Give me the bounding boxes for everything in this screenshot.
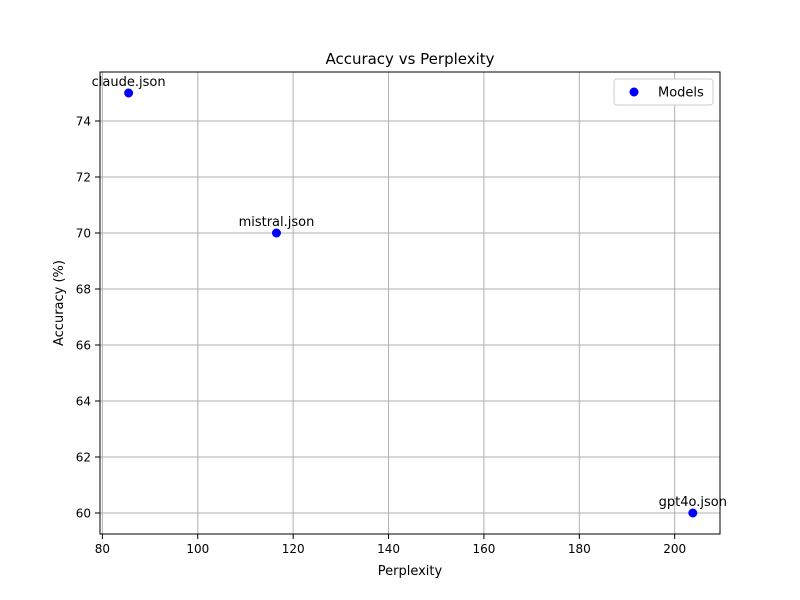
y-tick-label: 62 — [76, 451, 91, 465]
grid — [100, 72, 720, 534]
legend-entry-models: Models — [658, 86, 704, 101]
y-tick-label: 64 — [76, 395, 91, 409]
x-tick-label: 100 — [186, 542, 209, 556]
data-point-label: claude.json — [92, 75, 166, 90]
y-axis-label: Accuracy (%) — [52, 260, 67, 346]
legend-marker — [629, 87, 639, 97]
x-tick-label: 80 — [95, 542, 110, 556]
data-point — [688, 508, 698, 518]
x-axis-label: Perplexity — [378, 564, 443, 579]
data-point — [124, 88, 134, 98]
x-tick-label: 120 — [282, 542, 305, 556]
x-tick-label: 160 — [472, 542, 495, 556]
legend: Models — [613, 78, 714, 106]
y-tick-label: 74 — [76, 115, 91, 129]
chart-title: Accuracy vs Perplexity — [325, 50, 494, 68]
y-tick-label: 70 — [76, 227, 91, 241]
x-tick-label: 140 — [377, 542, 400, 556]
data-points: claude.json mistral.json gpt4o.json — [92, 75, 727, 518]
axis-ticks: 80 100 120 140 160 180 200 60 62 64 66 68 70 72 74 — [76, 115, 686, 557]
y-tick-label: 66 — [76, 339, 91, 353]
y-tick-label: 72 — [76, 171, 91, 185]
legend-box — [613, 78, 714, 106]
data-point — [271, 228, 281, 238]
y-tick-label: 68 — [76, 283, 91, 297]
y-tick-label: 60 — [76, 507, 91, 521]
data-point-label: gpt4o.json — [659, 495, 727, 510]
x-tick-label: 180 — [568, 542, 591, 556]
x-tick-label: 200 — [663, 542, 686, 556]
data-point-label: mistral.json — [239, 215, 315, 230]
plot-area-frame — [99, 71, 721, 535]
